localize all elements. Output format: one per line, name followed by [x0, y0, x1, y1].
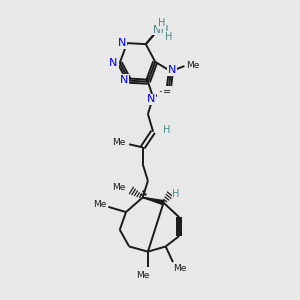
Text: NH: NH: [153, 25, 168, 34]
Text: Me: Me: [112, 138, 125, 147]
Text: Me: Me: [93, 200, 106, 209]
Text: H: H: [165, 32, 172, 42]
Text: N: N: [147, 94, 155, 104]
Text: =: =: [163, 87, 171, 97]
Text: Me: Me: [112, 182, 125, 191]
Text: N: N: [120, 75, 128, 85]
Text: +: +: [158, 87, 165, 96]
Text: N: N: [118, 38, 126, 48]
Text: N: N: [109, 58, 118, 68]
Text: Me: Me: [174, 264, 187, 273]
Text: Me: Me: [186, 61, 200, 70]
Text: H: H: [158, 18, 165, 28]
Text: H: H: [163, 125, 170, 135]
Text: H: H: [172, 189, 180, 199]
Text: Me: Me: [136, 271, 149, 280]
Polygon shape: [143, 197, 164, 205]
Text: N: N: [168, 65, 176, 75]
